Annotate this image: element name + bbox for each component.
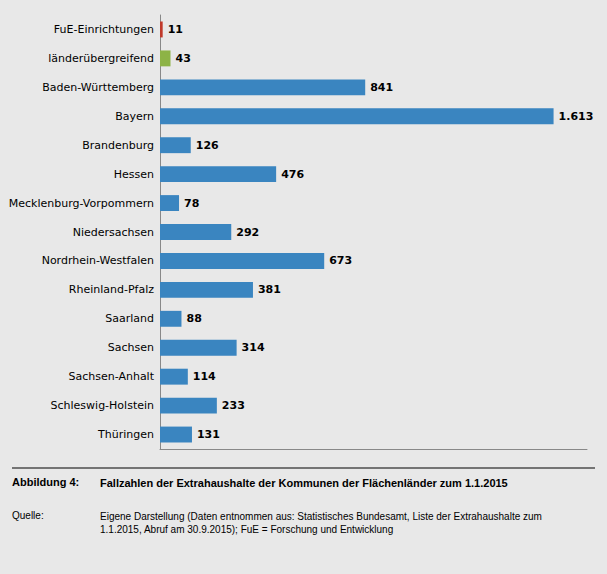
svg-text:1.1.2015, Abruf am 30.9.2015);: 1.1.2015, Abruf am 30.9.2015); FuE = For…: [100, 524, 393, 535]
svg-text:841: 841: [370, 81, 393, 94]
svg-text:233: 233: [222, 399, 245, 412]
svg-text:43: 43: [175, 52, 190, 65]
svg-text:Niedersachsen: Niedersachsen: [73, 226, 154, 239]
svg-text:FuE-Einrichtungen: FuE-Einrichtungen: [54, 23, 154, 36]
svg-text:Schleswig-Holstein: Schleswig-Holstein: [51, 399, 154, 412]
svg-text:314: 314: [242, 341, 265, 354]
svg-text:131: 131: [197, 428, 220, 441]
svg-text:länderübergreifend: länderübergreifend: [48, 52, 154, 65]
svg-text:114: 114: [193, 370, 216, 383]
svg-text:126: 126: [196, 139, 219, 152]
svg-text:1.613: 1.613: [559, 110, 594, 123]
svg-text:476: 476: [281, 168, 304, 181]
svg-text:Quelle:: Quelle:: [12, 510, 44, 521]
svg-text:Fallzahlen der Extrahaushalte: Fallzahlen der Extrahaushalte der Kommun…: [100, 477, 508, 489]
svg-text:Nordrhein-Westfalen: Nordrhein-Westfalen: [42, 254, 154, 267]
svg-text:Sachsen-Anhalt: Sachsen-Anhalt: [68, 370, 154, 383]
svg-text:Abbildung 4:: Abbildung 4:: [12, 476, 79, 488]
svg-text:11: 11: [168, 23, 183, 36]
svg-text:88: 88: [186, 312, 201, 325]
svg-text:78: 78: [184, 197, 199, 210]
svg-text:Bayern: Bayern: [115, 110, 154, 123]
svg-text:Brandenburg: Brandenburg: [82, 139, 154, 152]
svg-text:Mecklenburg-Vorpommern: Mecklenburg-Vorpommern: [9, 197, 154, 210]
svg-text:Baden-Württemberg: Baden-Württemberg: [42, 81, 154, 94]
svg-text:673: 673: [329, 254, 352, 267]
svg-text:Hessen: Hessen: [114, 168, 154, 181]
svg-text:Thüringen: Thüringen: [97, 428, 154, 441]
svg-text:Saarland: Saarland: [105, 312, 154, 325]
svg-text:Eigene Darstellung (Daten entn: Eigene Darstellung (Daten entnommen aus:…: [100, 511, 542, 522]
svg-text:292: 292: [236, 226, 259, 239]
svg-text:Rheinland-Pfalz: Rheinland-Pfalz: [69, 283, 154, 296]
svg-text:381: 381: [258, 283, 281, 296]
svg-text:Sachsen: Sachsen: [108, 341, 154, 354]
